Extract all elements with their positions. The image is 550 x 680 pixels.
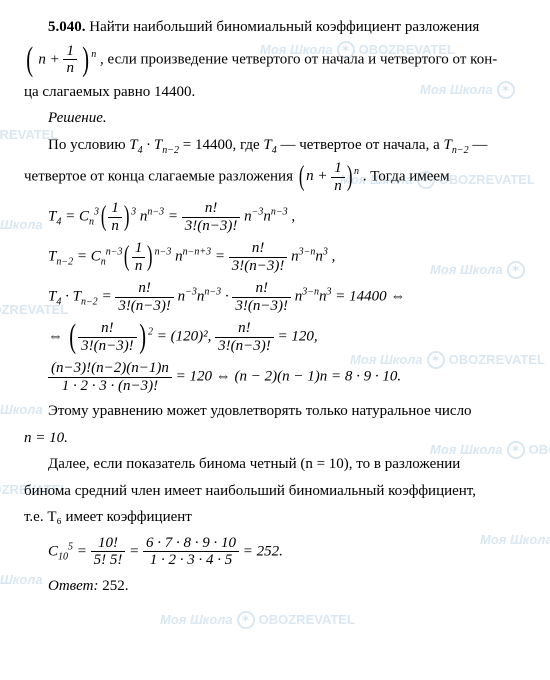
- problem-text-3: ца слагаемых равно 14400.: [24, 81, 526, 104]
- eq-t4: T4 = Cn3(1n)3 nn−3 = n!3!(n−3)! n−3nn−3 …: [48, 200, 526, 234]
- problem-statement: 5.040. Найти наибольший биномиальный коэ…: [24, 16, 526, 39]
- eq-expand: (n−3)!(n−2)(n−1)n1 · 2 · 3 · (n−3)! = 12…: [48, 360, 526, 394]
- eq-tn2: Tn−2 = Cnn−3(1n)n−3 nn−n+3 = n!3!(n−3)! …: [48, 240, 526, 274]
- conclusion-2a: Далее, если показатель бинома четный (n …: [24, 453, 526, 476]
- document-content: 5.040. Найти наибольший биномиальный коэ…: [24, 16, 526, 597]
- problem-formula-line: (n + 1n)n , если произведение четвертого…: [24, 43, 526, 77]
- conclusion-1b: n = 10.: [24, 427, 526, 450]
- answer-value: 252.: [98, 578, 128, 594]
- conclusion-1: Этому уравнению может удовлетворять толь…: [24, 400, 526, 423]
- conclusion-2c: т.е. T₆ имеет коэффициент: [24, 506, 526, 529]
- answer-label: Ответ:: [48, 578, 98, 594]
- conclusion-2b: бинома средний член имеет наибольший бин…: [24, 480, 526, 503]
- eq-product: T4 · Tn−2 = n!3!(n−3)! n−3nn−3 · n!3!(n−…: [48, 280, 526, 314]
- problem-text-1: Найти наибольший биномиальный коэффициен…: [89, 19, 479, 35]
- condition-line-2: четвертое от конца слагаемые разложения …: [24, 160, 526, 194]
- solution-heading: Решение.: [24, 107, 526, 130]
- condition-line: По условию T4 · Tn−2 = 14400, где T4 — ч…: [24, 134, 526, 157]
- eq-final: C105 = 10!5! 5! = 6 · 7 · 8 · 9 · 101 · …: [48, 535, 526, 569]
- eq-square: ⇔ (n!3!(n−3)!)2 = (120)², n!3!(n−3)! = 1…: [48, 320, 526, 354]
- problem-text-2: , если произведение четвертого от начала…: [100, 51, 497, 67]
- problem-number: 5.040.: [48, 19, 86, 35]
- answer-line: Ответ: 252.: [24, 575, 526, 598]
